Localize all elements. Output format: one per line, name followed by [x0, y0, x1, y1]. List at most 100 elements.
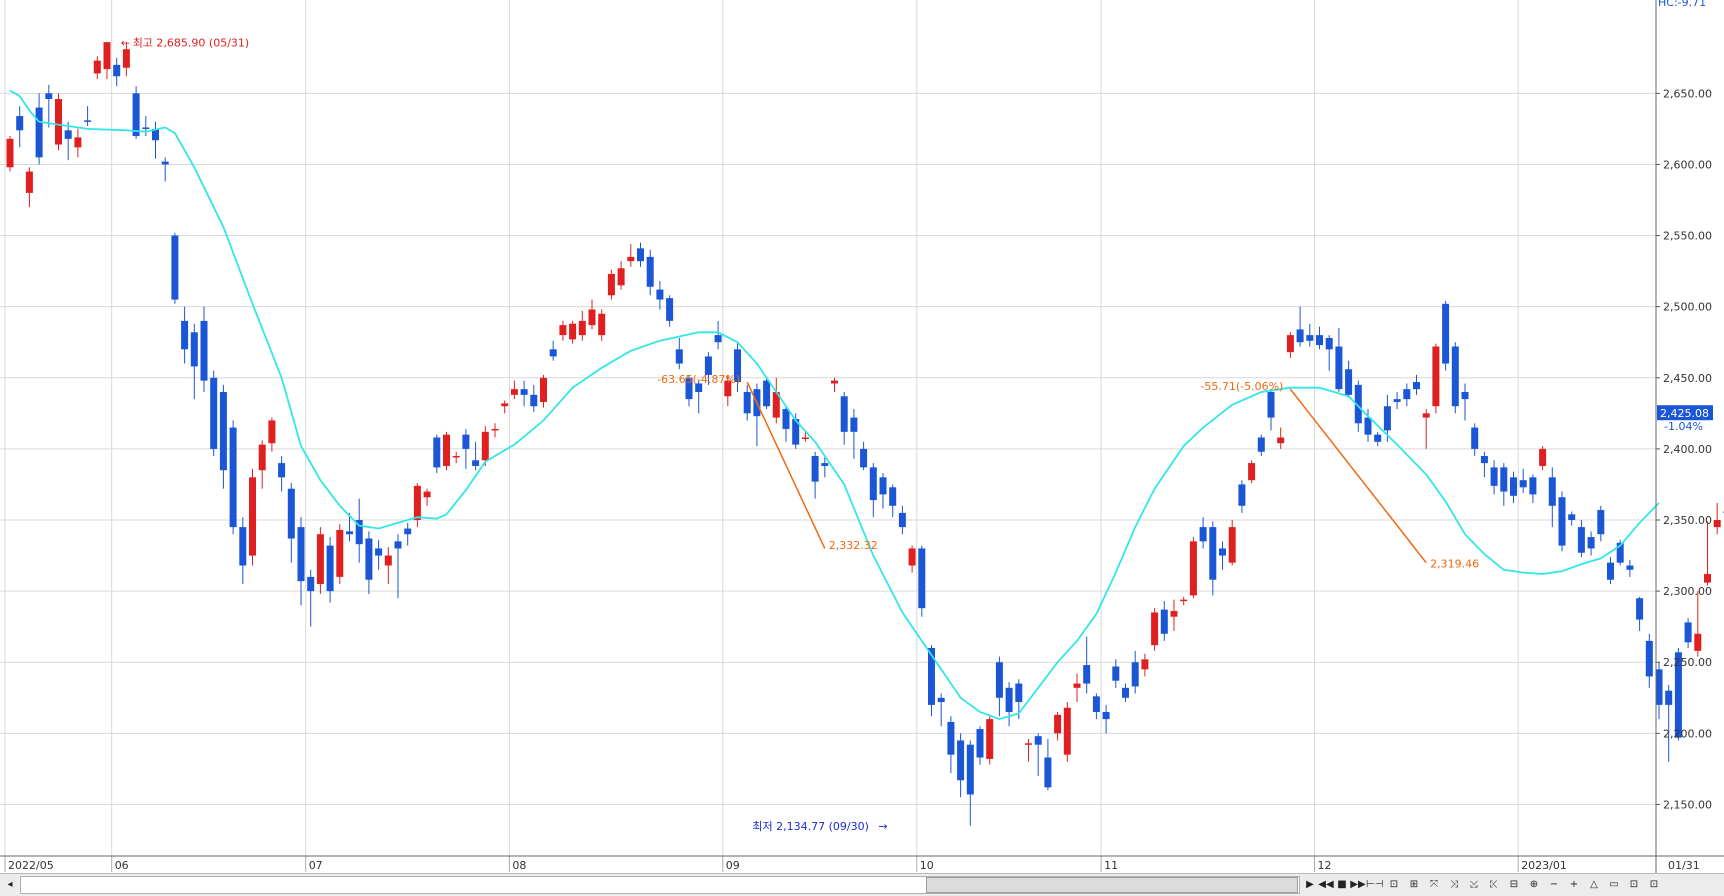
candle-down: [230, 428, 237, 528]
candle-down: [1510, 477, 1517, 495]
candle-up: [259, 445, 266, 471]
grid-icon[interactable]: ⊞: [1406, 877, 1422, 892]
price-label: 2,319.46: [1430, 557, 1479, 570]
candle-down: [957, 740, 964, 780]
triangle-icon[interactable]: △: [1586, 877, 1602, 892]
y-tick-label: 2,150.00: [1663, 798, 1712, 811]
candle-up: [1277, 438, 1284, 444]
candle-down: [365, 538, 372, 579]
x-tick-label: 07: [309, 859, 323, 872]
candle-up: [317, 534, 324, 584]
candle-down: [1462, 392, 1469, 399]
rect-tool-icon[interactable]: ▭: [1606, 877, 1622, 892]
y-tick-label: 2,550.00: [1663, 230, 1712, 243]
play-icon[interactable]: ▶: [1302, 877, 1318, 892]
candle-down: [1656, 669, 1663, 705]
candle-down: [1685, 622, 1692, 642]
candle-down: [278, 463, 285, 477]
candle-up: [249, 477, 256, 555]
first-icon[interactable]: ◀◀: [1318, 877, 1334, 892]
x-tick-label: 10: [920, 859, 934, 872]
candle-down: [715, 335, 722, 342]
candle-down: [1112, 666, 1119, 680]
candle-down: [666, 298, 673, 321]
candle-down: [1258, 438, 1265, 452]
candle-down: [1384, 406, 1391, 430]
candle-up: [453, 456, 460, 458]
candle-down: [763, 381, 770, 407]
tool-1-icon[interactable]: ⤧: [1426, 877, 1442, 892]
scroll-left-icon[interactable]: ◂: [2, 877, 18, 892]
candle-down: [1588, 537, 1595, 548]
candle-down: [210, 378, 217, 449]
zoom-in-icon[interactable]: +: [1566, 877, 1582, 892]
candle-down: [977, 729, 984, 757]
price-label: 2,332.32: [829, 539, 878, 552]
candle-up: [443, 435, 450, 466]
y-tick-label: 2,350.00: [1663, 514, 1712, 527]
candle-down: [938, 698, 945, 702]
candle-down: [1481, 456, 1488, 463]
candle-down: [1219, 548, 1226, 555]
candle-up: [1432, 346, 1439, 406]
candle-down: [918, 548, 925, 608]
top-right-label: HC:-9.71: [1658, 0, 1706, 9]
candle-down: [1093, 696, 1100, 712]
candle-up: [26, 172, 33, 193]
candle-up: [268, 420, 275, 443]
y-tick-label: 2,250.00: [1663, 656, 1712, 669]
candle-up: [74, 137, 81, 147]
candle-up: [986, 719, 993, 759]
x-tick-label: 09: [726, 859, 740, 872]
x-tick-label: 08: [512, 859, 526, 872]
range-icon[interactable]: ⊢⊣: [1366, 877, 1382, 892]
box-icon[interactable]: ⊟: [1506, 877, 1522, 892]
candle-down: [1122, 688, 1129, 698]
candle-up: [1054, 715, 1061, 733]
candle-up: [598, 314, 605, 335]
candle-down: [1442, 304, 1449, 364]
y-tick-label: 2,650.00: [1663, 87, 1712, 100]
candle-up: [55, 99, 62, 145]
candle-down: [1607, 563, 1614, 580]
screen-1-icon[interactable]: ⊡: [1626, 877, 1642, 892]
candle-down: [1491, 467, 1498, 485]
last-icon[interactable]: ▶▶: [1350, 877, 1366, 892]
trend-annotation: -63.65(-4.87%): [657, 373, 740, 386]
scroll-thumb[interactable]: [926, 877, 1298, 893]
x-end-label: 01/31: [1668, 859, 1700, 872]
candle-down: [1374, 435, 1381, 442]
candle-down: [860, 449, 867, 467]
zoom-icon[interactable]: ⊕: [1526, 877, 1542, 892]
candle-up: [414, 486, 421, 520]
candle-down: [1326, 338, 1333, 349]
stop-icon[interactable]: ■: [1334, 877, 1350, 892]
tool-4-icon[interactable]: ⤪: [1486, 877, 1502, 892]
candle-up: [802, 438, 809, 440]
candle-down: [841, 396, 848, 432]
candle-down: [433, 438, 440, 468]
tool-3-icon[interactable]: ⤩: [1466, 877, 1482, 892]
candle-down: [239, 527, 246, 565]
candle-down: [375, 548, 382, 555]
candle-down: [298, 527, 305, 581]
zoom-box-icon[interactable]: ⊡: [1386, 877, 1402, 892]
candle-up: [909, 548, 916, 565]
candle-down: [521, 389, 528, 395]
candle-up: [1190, 541, 1197, 595]
zoom-out-icon[interactable]: −: [1546, 877, 1562, 892]
screen-2-icon[interactable]: ⊡: [1646, 877, 1662, 892]
candle-down: [1132, 662, 1139, 686]
candle-up: [1141, 659, 1148, 669]
x-tick-label: 11: [1104, 859, 1118, 872]
candle-up: [1151, 612, 1158, 645]
candle-down: [113, 65, 120, 76]
tool-2-icon[interactable]: ⤨: [1446, 877, 1462, 892]
candle-down: [947, 722, 954, 755]
x-tick-label: 2022/05: [8, 859, 54, 872]
candle-up: [608, 274, 615, 295]
chart-toolbar: ◂ ▶◀◀■▶▶⊢⊣ ⊡ ⊞ ⤧ ⤨ ⤩ ⤪ ⊟ ⊕−+ △ ▭ ⊡ ⊡: [0, 873, 1724, 896]
candle-down: [307, 577, 314, 591]
candle-down: [821, 463, 828, 466]
